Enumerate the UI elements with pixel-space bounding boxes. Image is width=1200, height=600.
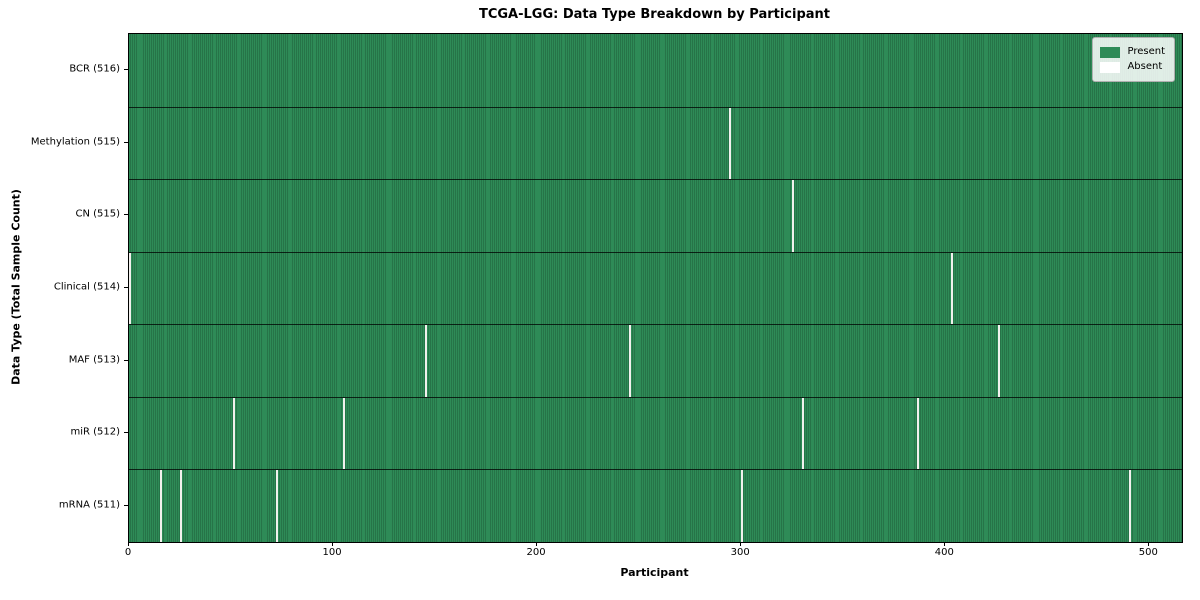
absent-gap xyxy=(998,325,1001,397)
absent-gap xyxy=(343,397,346,470)
absent-gap xyxy=(275,470,278,542)
y-tick-mark xyxy=(124,214,128,216)
x-tick-label: 200 xyxy=(526,547,546,558)
absent-gap xyxy=(129,252,131,325)
y-tick-label: Methylation (515) xyxy=(30,136,120,148)
y-tick-label: miR (512) xyxy=(70,426,120,438)
x-tick-mark xyxy=(740,542,742,546)
plot-area xyxy=(128,33,1183,543)
y-tick-mark xyxy=(124,141,128,143)
heatmap-row xyxy=(129,469,1182,542)
y-tick-mark xyxy=(124,287,128,288)
legend-item-present: Present xyxy=(1100,46,1165,58)
y-tick-label: BCR (516) xyxy=(69,63,120,75)
heatmap-row xyxy=(129,179,1182,252)
heatmap-row xyxy=(129,34,1182,107)
absent-gap xyxy=(628,325,631,397)
absent-gap xyxy=(802,397,805,470)
legend-label-present: Present xyxy=(1127,46,1165,57)
x-tick-label: 500 xyxy=(1138,547,1158,558)
absent-gap xyxy=(233,397,236,470)
y-tick-mark xyxy=(124,432,128,434)
y-tick-label: MAF (513) xyxy=(68,354,120,366)
heatmap-row xyxy=(129,396,1182,470)
x-tick-label: 300 xyxy=(730,547,750,558)
absent-gap xyxy=(741,470,744,542)
x-tick-label: 400 xyxy=(934,547,954,558)
y-tick-label: CN (515) xyxy=(75,208,120,220)
x-tick-mark xyxy=(128,542,129,546)
y-tick-mark xyxy=(124,359,128,361)
x-tick-label: 0 xyxy=(124,547,132,558)
absent-gap xyxy=(916,397,919,470)
absent-gap xyxy=(792,180,795,252)
legend-item-absent: Absent xyxy=(1100,61,1165,73)
x-tick-mark xyxy=(332,542,334,546)
heatmap-row xyxy=(129,251,1182,325)
absent-gap xyxy=(1128,470,1131,542)
x-tick-mark xyxy=(944,542,946,546)
legend-swatch-present xyxy=(1100,46,1121,58)
absent-gap xyxy=(424,325,427,397)
absent-gap xyxy=(180,470,183,542)
y-tick-label: Clinical (514) xyxy=(53,281,120,293)
absent-gap xyxy=(159,470,162,542)
x-axis-title: Participant xyxy=(620,566,689,579)
legend: Present Absent xyxy=(1092,37,1175,82)
heatmap-row xyxy=(129,324,1182,397)
absent-gap xyxy=(951,252,954,325)
heatmap-row xyxy=(129,106,1182,180)
x-tick-label: 100 xyxy=(322,547,342,558)
x-tick-mark xyxy=(1148,542,1150,546)
x-tick-mark xyxy=(536,542,538,546)
y-tick-mark xyxy=(124,69,128,71)
legend-label-absent: Absent xyxy=(1127,61,1163,72)
chart-title: TCGA-LGG: Data Type Breakdown by Partici… xyxy=(478,7,831,22)
y-tick-label: mRNA (511) xyxy=(58,499,120,511)
y-tick-mark xyxy=(124,504,128,506)
absent-gap xyxy=(728,107,731,180)
legend-swatch-absent xyxy=(1100,61,1121,73)
